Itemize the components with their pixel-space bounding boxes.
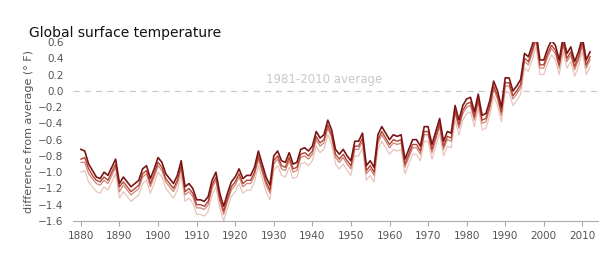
Text: Global surface temperature: Global surface temperature [29, 26, 221, 39]
Text: 1981-2010 average: 1981-2010 average [266, 73, 382, 86]
Y-axis label: difference from average (° F): difference from average (° F) [24, 50, 34, 213]
